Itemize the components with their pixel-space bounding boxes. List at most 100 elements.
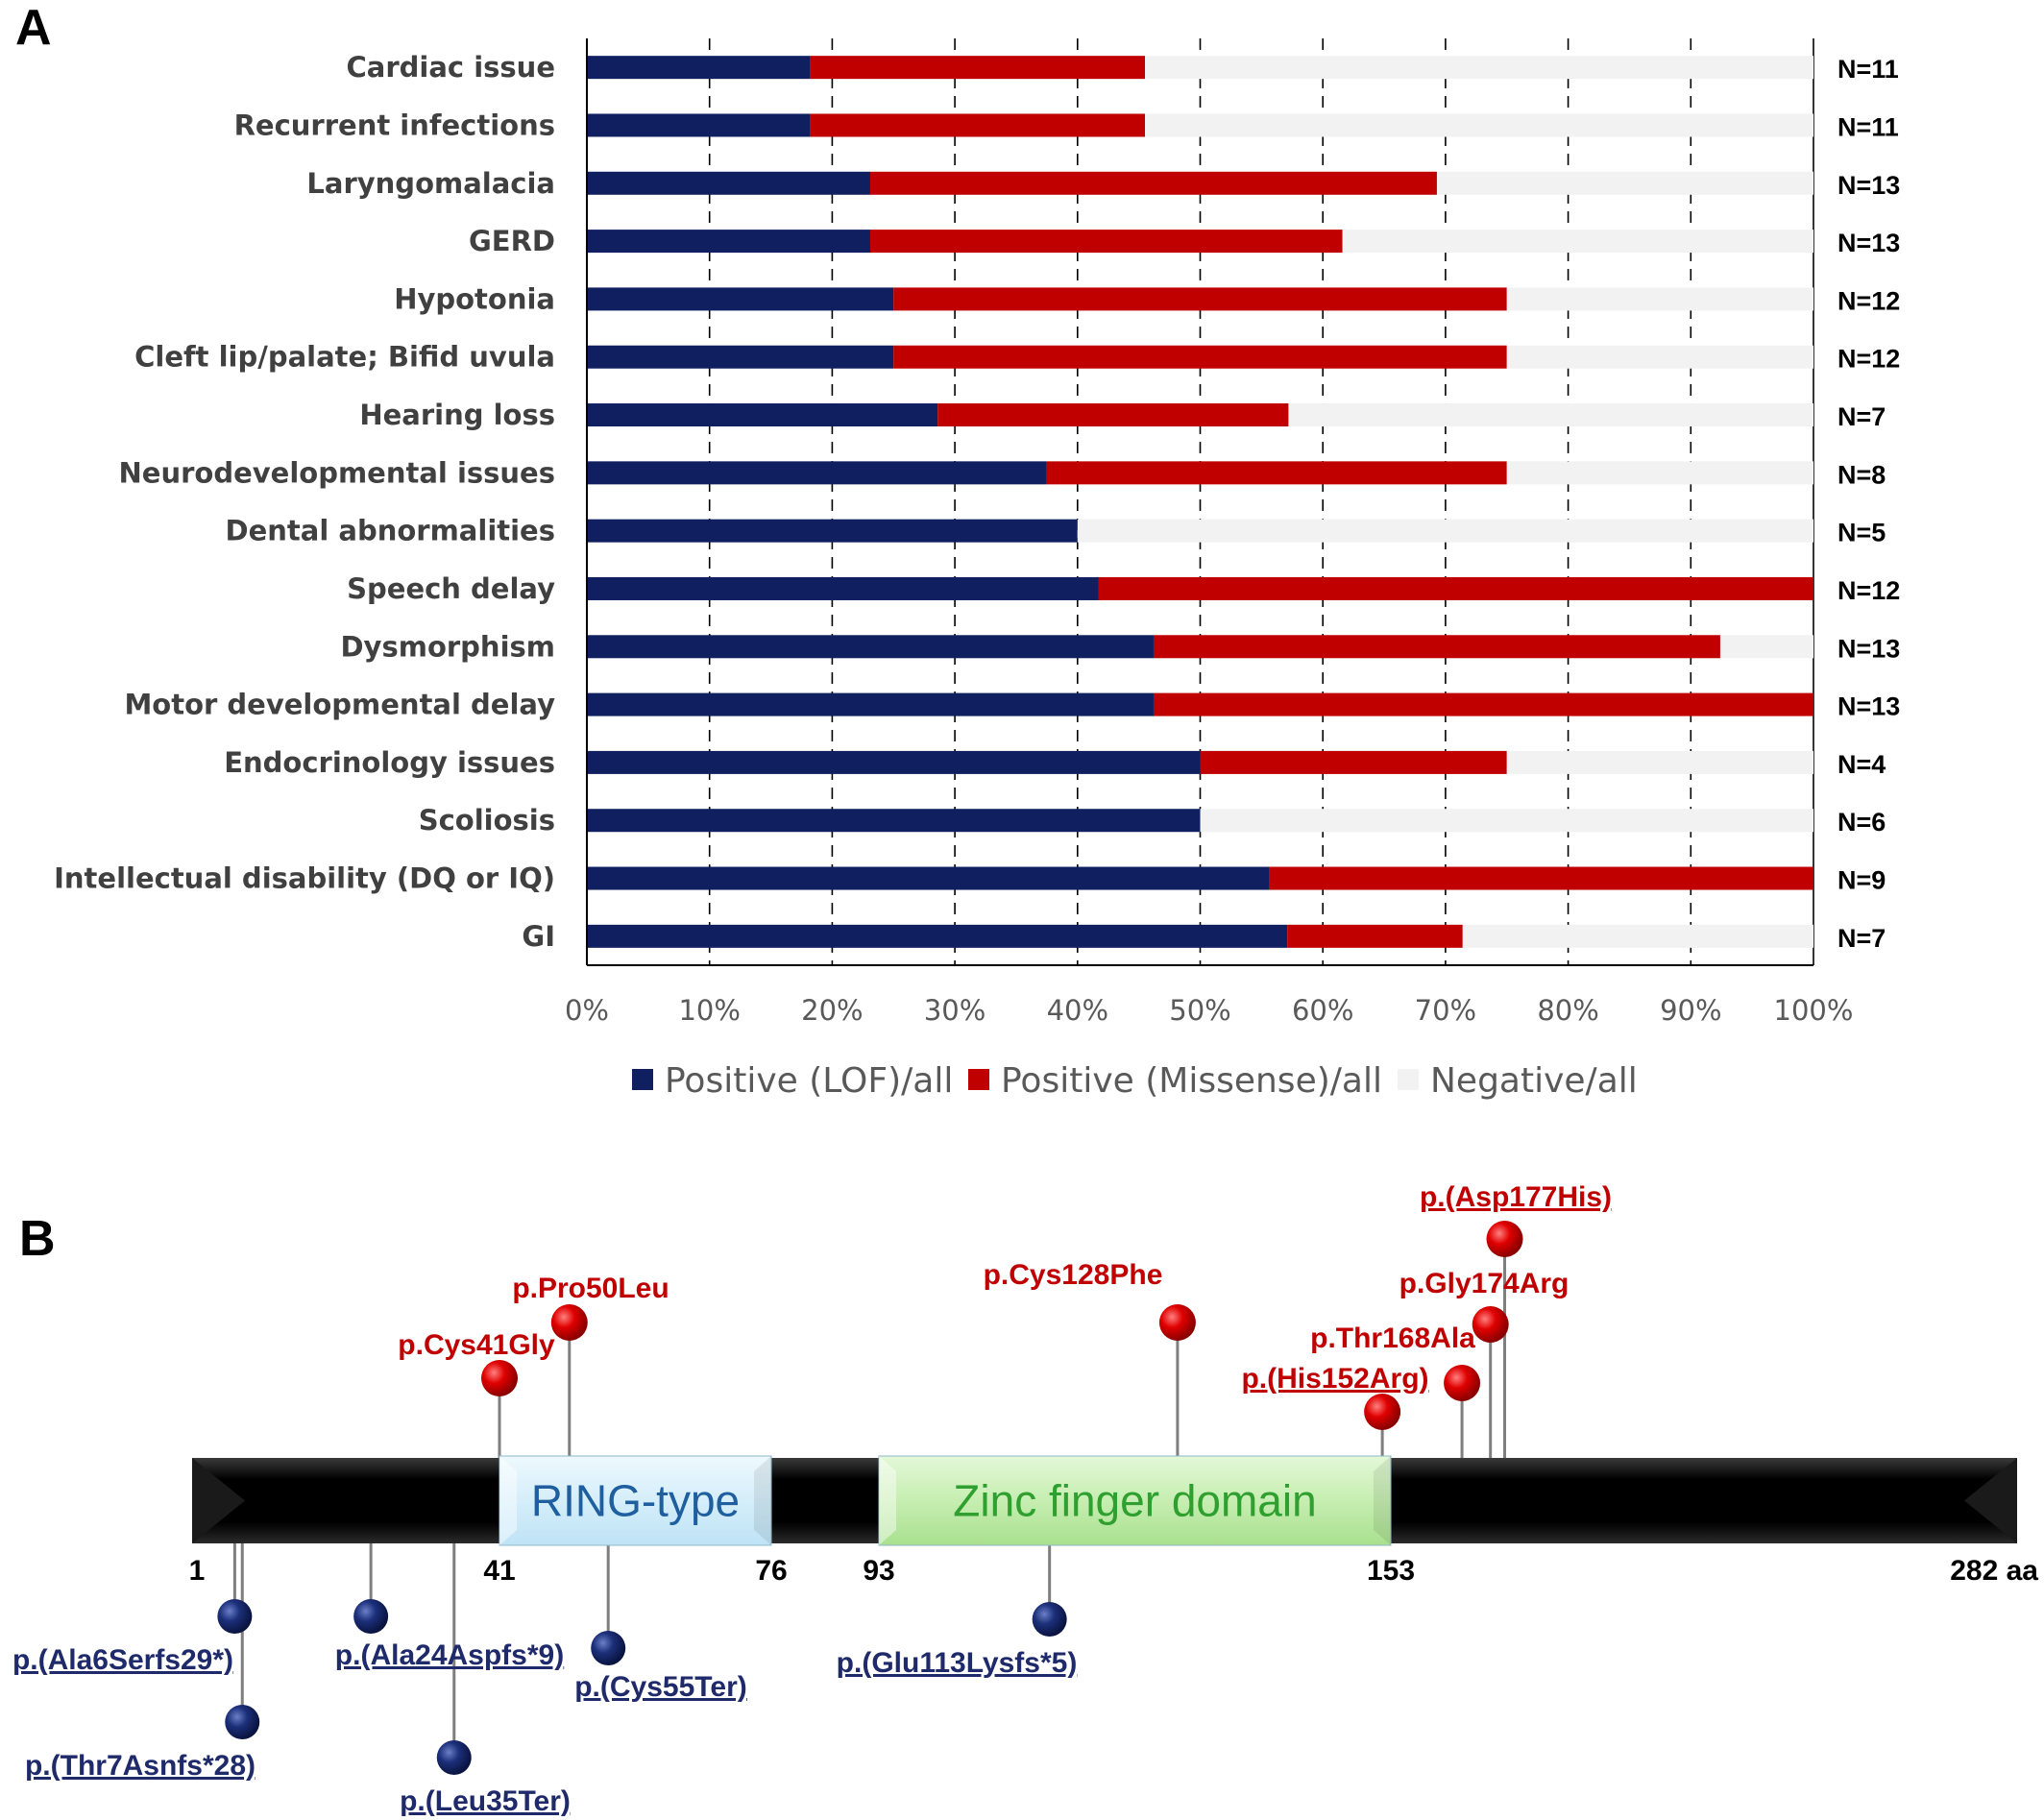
lof-marker-p-thr7asnfs-28 <box>225 1705 260 1739</box>
domain-label-ring-type: RING-type <box>531 1476 740 1526</box>
category-label-motor-developmental-delay: Motor developmental delay <box>124 689 555 721</box>
domain-label-zinc-finger-domain: Zinc finger domain <box>953 1476 1316 1526</box>
n-label-dental-abnormalities: N=5 <box>1837 519 1886 547</box>
n-label-intellectual-disability-dq-or-iq: N=9 <box>1837 866 1886 895</box>
lof-label-p-thr7asnfs-28: p.(Thr7Asnfs*28) <box>25 1750 256 1782</box>
x-tick-label: 40% <box>1047 994 1108 1027</box>
bar-positive-lof-all-gerd <box>587 230 870 254</box>
category-label-dental-abnormalities: Dental abnormalities <box>226 515 555 547</box>
bars <box>587 56 1813 948</box>
bar-negative-all-scoliosis <box>1200 809 1813 833</box>
legend-swatch-positive-missense-all <box>968 1069 989 1090</box>
position-label-153: 153 <box>1367 1555 1415 1587</box>
category-label-endocrinology-issues: Endocrinology issues <box>224 746 555 779</box>
category-label-recurrent-infections: Recurrent infections <box>234 109 555 141</box>
bar-positive-lof-all-scoliosis <box>587 809 1201 833</box>
bar-positive-lof-all-endocrinology-issues <box>587 750 1201 774</box>
legend-label-positive-lof-all: Positive (LOF)/all <box>665 1061 953 1101</box>
legend-label-negative-all: Negative/all <box>1430 1061 1638 1101</box>
lof-marker-p-ala6serfs29 <box>217 1599 253 1634</box>
category-label-cleft-lip-palate-bifid-uvula: Cleft lip/palate; Bifid uvula <box>134 341 555 374</box>
mutation-markers <box>217 1221 1523 1775</box>
missense-label-p-pro50leu: p.Pro50Leu <box>512 1273 669 1304</box>
bar-positive-missense-all-endocrinology-issues <box>1200 750 1507 774</box>
bar-positive-lof-all-neurodevelopmental-issues <box>587 461 1047 485</box>
x-tick-label: 90% <box>1660 994 1721 1027</box>
bar-negative-all-gerd <box>1342 230 1813 254</box>
category-label-neurodevelopmental-issues: Neurodevelopmental issues <box>119 456 555 489</box>
category-label-gi: GI <box>522 920 555 953</box>
bar-negative-all-endocrinology-issues <box>1506 750 1813 774</box>
bar-negative-all-laryngomalacia <box>1436 171 1813 195</box>
x-tick-label: 80% <box>1537 994 1598 1027</box>
category-label-intellectual-disability-dq-or-iq: Intellectual disability (DQ or IQ) <box>54 862 555 895</box>
n-label-hypotonia: N=12 <box>1837 286 1900 315</box>
x-tick-label: 20% <box>801 994 863 1027</box>
bar-positive-lof-all-cardiac-issue <box>587 56 811 80</box>
bar-negative-all-dental-abnormalities <box>1077 519 1813 543</box>
bar-positive-lof-all-motor-developmental-delay <box>587 692 1154 716</box>
n-label-motor-developmental-delay: N=13 <box>1837 692 1900 721</box>
category-label-cardiac-issue: Cardiac issue <box>347 51 556 84</box>
position-labels: 1 41 76 93 153 282 aa <box>189 1555 2039 1587</box>
bar-positive-lof-all-laryngomalacia <box>587 171 870 195</box>
bar-negative-all-hearing-loss <box>1288 403 1813 427</box>
bar-positive-lof-all-hearing-loss <box>587 403 938 427</box>
lof-marker-p-glu113lysfs-5 <box>1032 1602 1067 1637</box>
position-label-282-aa: 282 aa <box>1950 1555 2038 1587</box>
x-tick-labels: 0% 10% 20% 30% 40% 50% 60% 70% 80% 90% 100% <box>565 994 1853 1027</box>
domain-bevel <box>1374 1456 1391 1545</box>
n-label-endocrinology-issues: N=4 <box>1837 750 1886 779</box>
n-label-dysmorphism: N=13 <box>1837 634 1900 663</box>
x-tick-label: 100% <box>1774 994 1854 1027</box>
bar-positive-missense-all-neurodevelopmental-issues <box>1046 461 1507 485</box>
missense-label-p-thr168ala: p.Thr168Ala <box>1310 1323 1475 1354</box>
bar-positive-missense-all-hearing-loss <box>937 403 1289 427</box>
bar-positive-lof-all-intellectual-disability-dq-or-iq <box>587 866 1270 890</box>
category-label-speech-delay: Speech delay <box>347 572 555 605</box>
missense-marker-p-asp177his <box>1486 1221 1523 1257</box>
axes <box>586 38 1813 966</box>
category-label-laryngomalacia: Laryngomalacia <box>306 167 555 200</box>
n-label-gi: N=7 <box>1837 924 1886 953</box>
lof-label-p-ala24aspfs-9: p.(Ala24Aspfs*9) <box>335 1639 564 1671</box>
domain-bevel <box>499 1456 517 1545</box>
backbone-left-cap <box>192 1458 245 1543</box>
bar-positive-missense-all-gerd <box>869 230 1343 254</box>
bar-positive-lof-all-recurrent-infections <box>587 113 811 137</box>
n-label-recurrent-infections: N=11 <box>1837 112 1899 141</box>
bar-positive-missense-all-dysmorphism <box>1153 635 1720 659</box>
bar-positive-missense-all-motor-developmental-delay <box>1153 692 1813 716</box>
lof-marker-p-leu35ter <box>436 1740 472 1775</box>
bar-positive-missense-all-intellectual-disability-dq-or-iq <box>1269 866 1813 890</box>
missense-marker-p-his152arg <box>1364 1394 1401 1430</box>
n-label-cardiac-issue: N=11 <box>1837 55 1899 84</box>
stacked-bar-chart: Cardiac issue Recurrent infections Laryngo… <box>54 38 1900 1101</box>
bar-positive-missense-all-speech-delay <box>1098 576 1813 600</box>
x-tick-label: 0% <box>565 994 609 1027</box>
panel-b-letter: B <box>19 1211 56 1267</box>
lof-marker-p-cys55ter <box>591 1631 626 1665</box>
panel-a-letter: A <box>15 0 52 56</box>
domain-bevel <box>879 1456 896 1545</box>
n-label-hearing-loss: N=7 <box>1837 402 1886 431</box>
x-tick-label: 50% <box>1169 994 1230 1027</box>
missense-label-p-cys128phe: p.Cys128Phe <box>984 1259 1163 1291</box>
bar-positive-lof-all-speech-delay <box>587 576 1099 600</box>
lof-label-p-glu113lysfs-5: p.(Glu113Lysfs*5) <box>837 1647 1078 1679</box>
n-label-gerd: N=13 <box>1837 229 1900 257</box>
backbone-right-cap <box>1964 1458 2017 1543</box>
bar-negative-all-dysmorphism <box>1719 635 1813 659</box>
bar-positive-missense-all-laryngomalacia <box>869 171 1437 195</box>
bar-negative-all-hypotonia <box>1506 287 1813 311</box>
mutation-labels: p.Cys41Gly p.Pro50Leu p.Cys128Phe p.(His152… <box>12 1181 1612 1817</box>
missense-label-p-his152arg: p.(His152Arg) <box>1241 1363 1428 1395</box>
missense-label-p-asp177his: p.(Asp177His) <box>1420 1181 1612 1213</box>
bar-positive-lof-all-cleft-lip-palate-bifid-uvula <box>587 345 894 369</box>
x-tick-label: 10% <box>678 994 740 1027</box>
protein-domains: RING-type Zinc finger domain <box>499 1455 1392 1546</box>
bar-positive-lof-all-dental-abnormalities <box>587 519 1078 543</box>
n-label-scoliosis: N=6 <box>1837 808 1886 837</box>
bar-negative-all-cardiac-issue <box>1145 56 1813 80</box>
